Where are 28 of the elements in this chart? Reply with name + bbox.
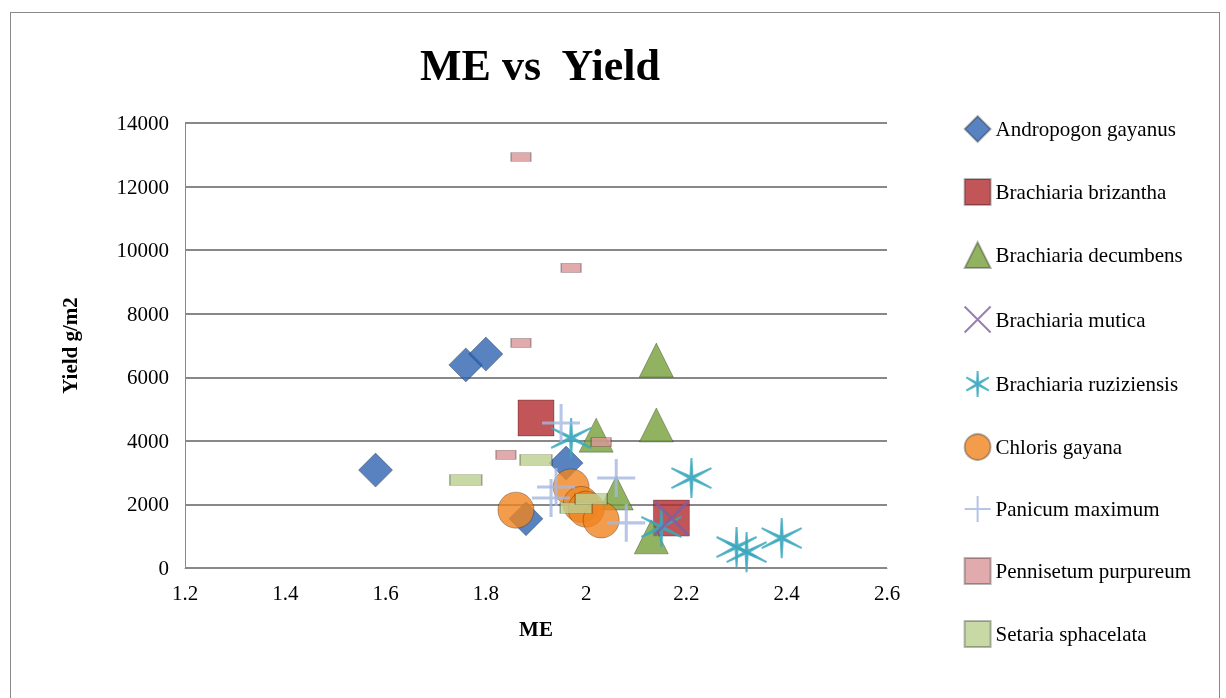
x-tick-label: 1.2 xyxy=(171,580,199,605)
legend-label: Chloris gayana xyxy=(995,435,1123,459)
y-tick-label: 8000 xyxy=(127,301,169,326)
y-tick-label: 2000 xyxy=(127,492,169,517)
chart-title: ME vs Yield xyxy=(420,40,660,90)
y-axis-title: Yield g/m2 xyxy=(57,297,82,394)
x-tick-label: 1.8 xyxy=(472,580,499,605)
legend-label: Panicum maximum xyxy=(995,497,1160,521)
y-tick-label: 12000 xyxy=(116,174,169,199)
x-tick-label: 2.2 xyxy=(673,580,700,605)
legend-label: Brachiaria brizantha xyxy=(995,180,1168,204)
x-tick-label: 2.4 xyxy=(773,580,801,605)
x-tick-label: 2.6 xyxy=(873,580,901,605)
y-tick-label: 6000 xyxy=(127,365,169,390)
legend-label: Brachiaria decumbens xyxy=(995,243,1183,267)
legend-label: Andropogon gayanus xyxy=(995,117,1176,141)
y-tick-label: 0 xyxy=(158,556,169,580)
x-tick-label: 1.4 xyxy=(272,580,299,605)
legend-label: Setaria sphacelata xyxy=(995,622,1148,646)
y-tick-label: 14000 xyxy=(116,111,169,135)
y-tick-label: 10000 xyxy=(116,238,169,263)
x-tick-label: 1.6 xyxy=(372,580,399,605)
x-axis-title: ME xyxy=(519,616,553,641)
x-tick-label: 2 xyxy=(580,580,592,605)
y-tick-label: 4000 xyxy=(127,428,169,453)
legend-label: Brachiaria mutica xyxy=(995,307,1147,332)
legend-label: Brachiaria ruziziensis xyxy=(995,372,1179,396)
legend-label: Pennisetum purpureum xyxy=(995,559,1191,583)
